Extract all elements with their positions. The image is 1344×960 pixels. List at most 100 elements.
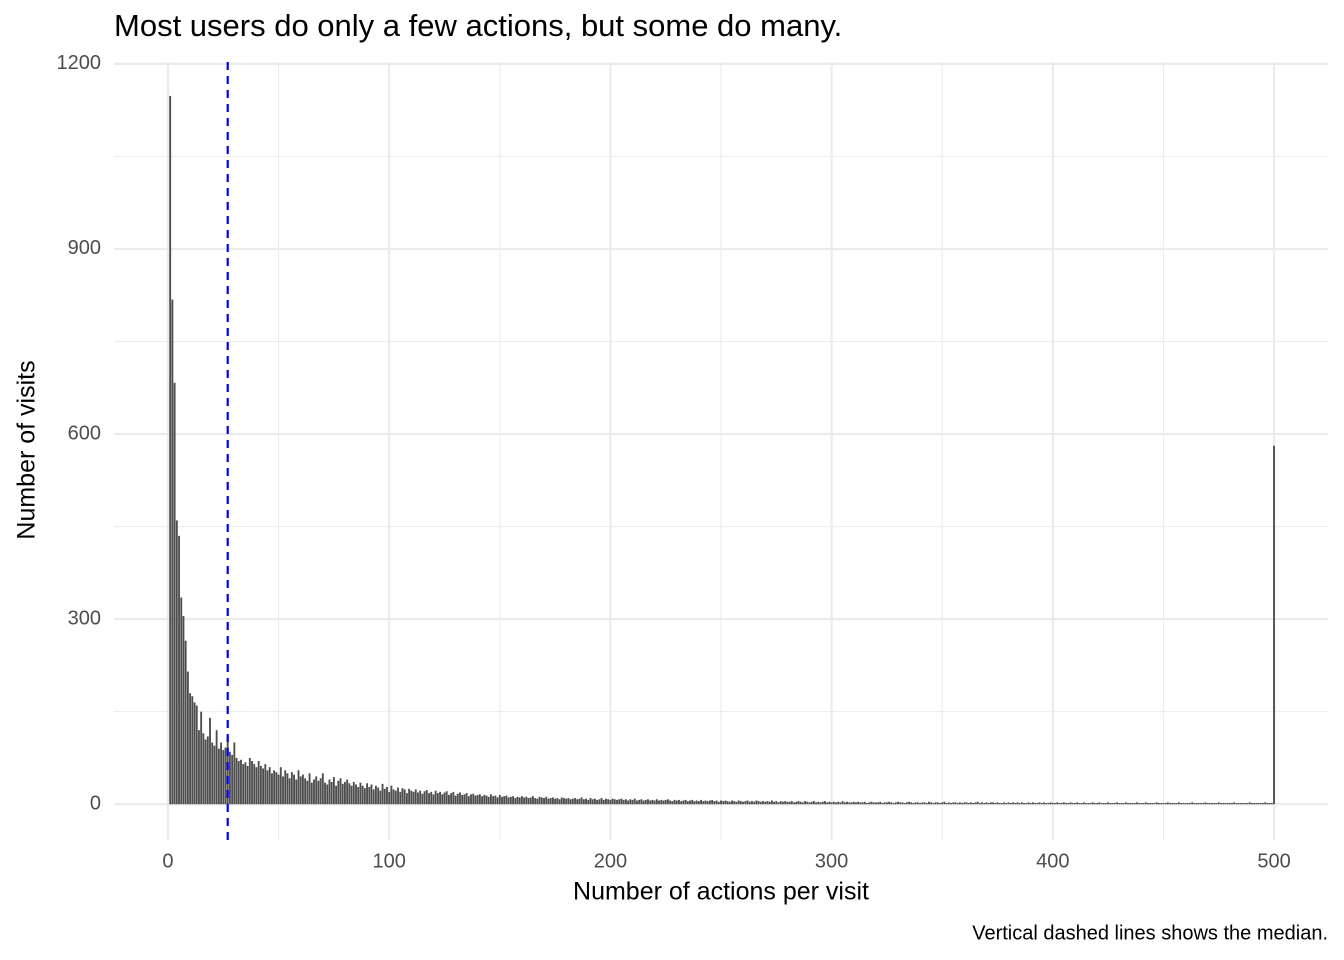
bar bbox=[279, 767, 282, 805]
bar bbox=[923, 802, 926, 805]
bar bbox=[919, 802, 922, 805]
bar bbox=[932, 802, 935, 805]
bar bbox=[355, 784, 357, 805]
bar bbox=[728, 801, 731, 805]
bar bbox=[332, 777, 335, 805]
bar bbox=[518, 797, 521, 805]
bar bbox=[496, 797, 499, 805]
bar bbox=[282, 776, 284, 805]
bar bbox=[171, 299, 174, 805]
bar bbox=[399, 791, 402, 805]
bar bbox=[726, 801, 729, 805]
bar bbox=[321, 773, 324, 805]
bar bbox=[618, 799, 621, 805]
bar bbox=[835, 802, 837, 805]
bar bbox=[1001, 802, 1003, 805]
bar bbox=[925, 802, 928, 805]
bar bbox=[582, 799, 585, 805]
bar bbox=[195, 705, 198, 805]
bar bbox=[253, 764, 256, 805]
bar bbox=[846, 801, 849, 805]
bar bbox=[934, 802, 937, 805]
bar bbox=[1109, 802, 1112, 805]
bar bbox=[571, 798, 574, 805]
bar bbox=[268, 767, 271, 805]
bar bbox=[235, 757, 238, 805]
bar bbox=[361, 785, 364, 805]
bar bbox=[642, 800, 645, 805]
bar bbox=[985, 802, 988, 805]
bar bbox=[680, 801, 683, 805]
bar bbox=[1235, 802, 1238, 805]
bar bbox=[1147, 802, 1149, 805]
bar bbox=[1259, 802, 1262, 805]
bar bbox=[1144, 802, 1147, 805]
bar bbox=[430, 791, 433, 805]
bar bbox=[472, 793, 475, 805]
bar bbox=[658, 800, 660, 805]
bar bbox=[976, 801, 979, 805]
bar bbox=[394, 790, 397, 805]
bar bbox=[1080, 802, 1083, 805]
bar bbox=[1104, 802, 1107, 805]
bar bbox=[202, 733, 205, 805]
bar bbox=[866, 802, 868, 805]
bar bbox=[1127, 802, 1129, 805]
bar bbox=[620, 798, 623, 805]
bar bbox=[1171, 802, 1174, 805]
bar bbox=[593, 798, 596, 805]
bar bbox=[525, 796, 528, 805]
bar bbox=[981, 802, 983, 805]
bar bbox=[1138, 802, 1141, 805]
bar bbox=[381, 783, 384, 805]
bar bbox=[868, 802, 871, 805]
bar bbox=[874, 802, 877, 805]
bar bbox=[556, 798, 559, 805]
bar bbox=[751, 801, 753, 805]
bar bbox=[945, 802, 948, 805]
bar bbox=[989, 802, 992, 805]
bar bbox=[1087, 802, 1090, 805]
bar bbox=[1078, 802, 1081, 805]
bar bbox=[1096, 802, 1098, 805]
y-axis-label: Number of visits bbox=[13, 360, 41, 539]
bar bbox=[841, 801, 844, 805]
bar bbox=[558, 799, 561, 805]
bar bbox=[797, 801, 800, 805]
bar bbox=[585, 798, 587, 805]
bar bbox=[1142, 802, 1145, 805]
bar bbox=[863, 801, 866, 805]
bar bbox=[753, 801, 756, 805]
bar bbox=[744, 801, 747, 805]
bar bbox=[1038, 802, 1041, 805]
y-tick-label: 1200 bbox=[57, 52, 102, 74]
bar bbox=[543, 798, 545, 805]
bar bbox=[1215, 802, 1218, 805]
bar bbox=[828, 801, 831, 805]
bar bbox=[476, 794, 479, 805]
bar bbox=[1085, 802, 1087, 805]
bar bbox=[1202, 802, 1205, 805]
bar bbox=[368, 786, 371, 805]
bar bbox=[1131, 802, 1134, 805]
bar bbox=[1051, 802, 1054, 805]
bar bbox=[832, 801, 835, 805]
bar bbox=[954, 802, 957, 805]
bar bbox=[879, 801, 882, 805]
bar bbox=[706, 801, 709, 805]
bar bbox=[1009, 802, 1012, 805]
bar bbox=[401, 788, 404, 805]
bar bbox=[819, 802, 822, 805]
bar bbox=[739, 801, 742, 805]
bar bbox=[910, 802, 913, 805]
bar bbox=[596, 799, 599, 805]
bar bbox=[786, 801, 789, 805]
bar bbox=[512, 796, 514, 805]
bar bbox=[1029, 802, 1032, 805]
bar bbox=[762, 801, 764, 805]
bar bbox=[1047, 802, 1050, 805]
bar bbox=[1065, 802, 1068, 805]
bar bbox=[943, 801, 946, 805]
bar bbox=[1060, 802, 1063, 805]
bar bbox=[775, 801, 778, 805]
